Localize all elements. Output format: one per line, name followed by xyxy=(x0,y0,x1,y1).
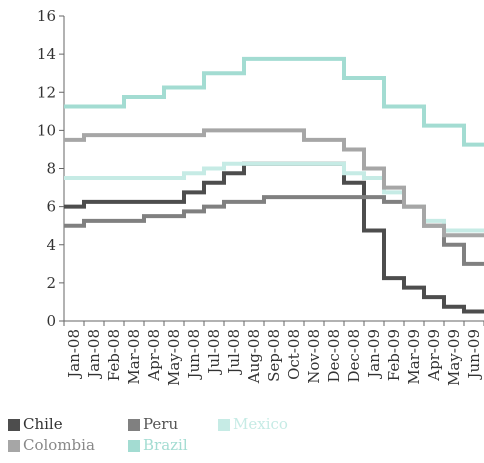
y-tick-label: 14 xyxy=(37,45,56,63)
x-tick-label: Dec-08 xyxy=(325,329,343,382)
legend: Chile Peru Mexico Colombia Brazil xyxy=(8,414,308,456)
legend-item-colombia: Colombia xyxy=(8,435,120,456)
legend-row: Colombia Brazil xyxy=(8,435,308,456)
y-tick-label: 16 xyxy=(37,7,56,25)
x-tick-label: Feb-08 xyxy=(105,329,123,381)
legend-item-peru: Peru xyxy=(128,414,210,435)
series-line-colombia xyxy=(64,128,484,238)
x-tick-label: Jul-08 xyxy=(225,329,243,376)
x-tick-label: Aug-08 xyxy=(245,329,263,384)
x-tick-label: Jan-09 xyxy=(365,329,383,380)
x-axis: Jan-08 Jan-08 Feb-08 Mar-08 Apr-08 May-08 Jun-… xyxy=(63,320,484,386)
y-axis: 0 2 4 6 8 10 12 14 16 xyxy=(37,7,65,330)
x-tick-label: Mar-08 xyxy=(125,329,143,385)
legend-swatch-peru xyxy=(128,418,140,431)
x-tick-label: Jan-08 xyxy=(65,329,83,380)
x-tick-label: Jan-08 xyxy=(85,329,103,380)
legend-item-brazil: Brazil xyxy=(128,435,188,456)
x-tick-label: Nov-08 xyxy=(305,329,323,384)
legend-item-chile: Chile xyxy=(8,414,120,435)
y-tick-label: 12 xyxy=(37,83,56,101)
series-lines xyxy=(64,56,484,314)
x-tick-label: Jun-09 xyxy=(465,329,483,381)
legend-label-brazil: Brazil xyxy=(143,436,188,454)
y-tick-label: 2 xyxy=(46,274,56,292)
legend-label-colombia: Colombia xyxy=(23,436,95,454)
x-tick-label: Jul-08 xyxy=(205,329,223,376)
legend-swatch-chile xyxy=(8,418,20,431)
x-tick-label: Sep-08 xyxy=(265,329,283,382)
x-tick-label: Dec-08 xyxy=(345,329,363,382)
x-tick-label: May-09 xyxy=(445,329,463,386)
legend-label-mexico: Mexico xyxy=(233,415,288,433)
x-tick-label: Apr-08 xyxy=(145,329,163,382)
legend-swatch-brazil xyxy=(128,439,140,452)
legend-item-mexico: Mexico xyxy=(218,414,288,435)
series-line-chile xyxy=(64,161,484,314)
x-tick-label: May-08 xyxy=(165,329,183,386)
y-tick-label: 6 xyxy=(46,198,56,216)
series-line-brazil xyxy=(64,56,484,147)
y-tick-label: 0 xyxy=(46,312,56,330)
y-tick-label: 4 xyxy=(46,236,56,254)
legend-swatch-mexico xyxy=(218,418,230,431)
y-tick-label: 10 xyxy=(37,121,56,139)
x-tick-label: Apr-09 xyxy=(425,329,443,382)
y-tick-label: 8 xyxy=(46,160,56,178)
legend-label-chile: Chile xyxy=(23,415,63,433)
x-tick-label: Jun-08 xyxy=(185,329,203,381)
x-tick-label: Oct-08 xyxy=(285,329,303,380)
x-tick-label: Mar-09 xyxy=(405,329,423,385)
legend-row: Chile Peru Mexico xyxy=(8,414,308,435)
x-tick-label: Feb-09 xyxy=(385,329,403,381)
legend-label-peru: Peru xyxy=(143,415,179,433)
legend-swatch-colombia xyxy=(8,439,20,452)
